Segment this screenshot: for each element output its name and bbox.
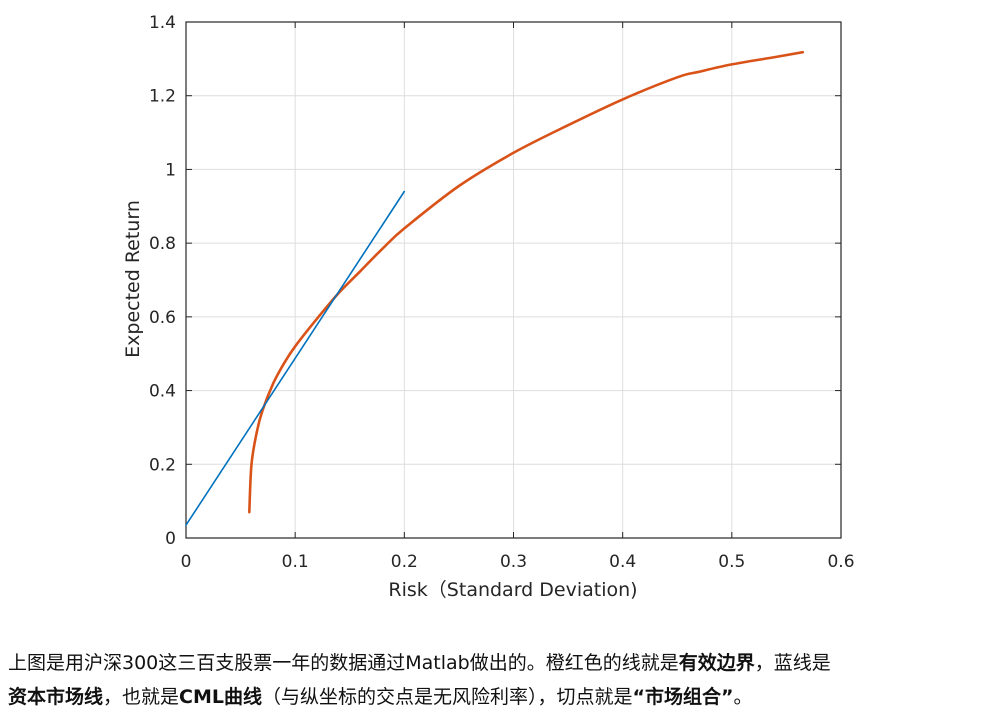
caption-run: 。: [733, 686, 753, 708]
y-tick-labels: 0 0.2 0.4 0.6 0.8 1 1.2 1.4: [149, 13, 176, 549]
caption-emphasis: CML曲线: [179, 686, 262, 708]
x-tick-label: 0.6: [827, 552, 854, 572]
caption-run: 上图是用沪深300这三百支股票一年的数据通过Matlab做出的。橙红色的线就是: [8, 652, 679, 674]
x-tick-label: 0: [181, 552, 192, 572]
grid-lines: [186, 22, 841, 538]
caption-run: ，蓝线是: [754, 652, 831, 674]
x-tick-labels: 0 0.1 0.2 0.3 0.4 0.5 0.6: [181, 552, 855, 572]
y-tick-label: 0: [165, 529, 176, 549]
x-tick-label: 0.2: [391, 552, 418, 572]
y-axis-label: Expected Return: [122, 200, 144, 358]
y-tick-label: 0.2: [149, 455, 176, 475]
caption-emphasis: 有效边界: [678, 652, 755, 674]
caption-emphasis: 资本市场线: [8, 686, 104, 708]
caption-run: ，也就是: [103, 686, 180, 708]
plot-area: [185, 21, 842, 539]
caption-line-2: 资本市场线，也就是CML曲线（与纵坐标的交点是无风险利率），切点就是“市场组合”…: [8, 680, 983, 714]
x-tick-label: 0.3: [500, 552, 527, 572]
efficient-frontier-curve: [248, 50, 805, 514]
series-group: [185, 50, 805, 526]
x-tick-label: 0.1: [282, 552, 309, 572]
y-tick-label: 1.4: [149, 13, 176, 33]
caption-line-1: 上图是用沪深300这三百支股票一年的数据通过Matlab做出的。橙红色的线就是有…: [8, 646, 983, 680]
caption-run: （与纵坐标的交点是无风险利率），切点就是: [262, 686, 633, 708]
x-tick-label: 0.5: [718, 552, 745, 572]
x-axis-label: Risk（Standard Deviation): [388, 579, 637, 601]
y-tick-label: 0.6: [149, 308, 176, 328]
frontier-chart: 0 0.1 0.2 0.3 0.4 0.5 0.6 0 0.2 0.4 0.6 0.8 1 1.2 1.4…: [122, 13, 855, 601]
x-tick-label: 0.4: [609, 552, 636, 572]
y-tick-label: 1: [165, 160, 176, 180]
y-tick-label: 0.8: [149, 234, 176, 254]
capital-market-line: [185, 190, 406, 526]
y-tick-label: 0.4: [149, 382, 176, 402]
y-tick-label: 1.2: [149, 87, 176, 107]
caption-text: 上图是用沪深300这三百支股票一年的数据通过Matlab做出的。橙红色的线就是有…: [8, 646, 983, 714]
caption-emphasis: “市场组合”: [632, 686, 734, 708]
